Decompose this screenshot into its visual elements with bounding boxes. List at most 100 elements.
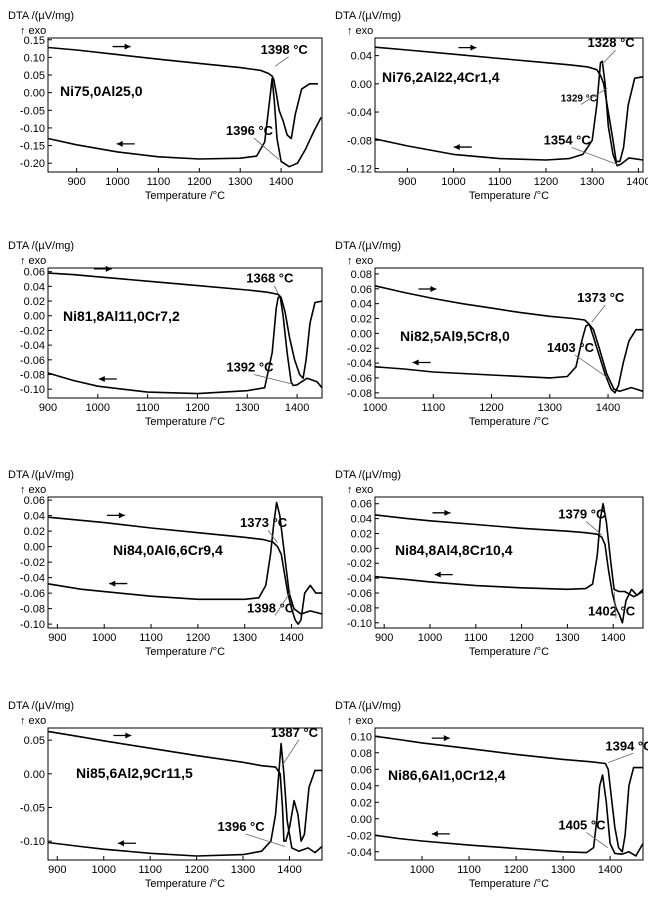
- arrow-head-right-icon: [470, 44, 477, 51]
- leader-line: [274, 591, 291, 616]
- leader-line: [571, 147, 618, 165]
- x-tick-label: 1100: [136, 402, 160, 414]
- dta-curve-cooling: [374, 502, 644, 598]
- arrow-head-right-icon: [118, 512, 125, 519]
- x-tick-label: 1300: [235, 402, 259, 414]
- composition-label: Ni81,8Al11,0Cr7,2: [63, 308, 180, 324]
- x-tick-label: 900: [67, 176, 85, 188]
- x-tick-label: 1300: [538, 402, 562, 414]
- x-tick-label: 1400: [269, 176, 293, 188]
- x-axis-label: Temperature /°C: [145, 878, 225, 890]
- x-tick-label: 1400: [285, 402, 309, 414]
- peak-temperature-label: 1398 °C: [247, 600, 295, 615]
- y-tick-label: -0.02: [20, 557, 45, 569]
- y-tick-label: -0.08: [347, 388, 372, 400]
- y-tick-label: -0.10: [20, 123, 45, 135]
- y-tick-label: -0.10: [347, 618, 372, 630]
- arrow-head-right-icon: [443, 735, 450, 742]
- x-tick-label: 1200: [479, 402, 503, 414]
- leader-line: [267, 529, 278, 543]
- exo-label: ↑ exo: [347, 484, 373, 496]
- x-tick-label: 1200: [509, 632, 533, 644]
- x-tick-label: 1000: [91, 864, 115, 876]
- x-tick-label: 900: [39, 402, 57, 414]
- y-tick-label: 0.06: [351, 764, 372, 776]
- leader-line: [245, 833, 285, 847]
- x-tick-label: 1400: [277, 864, 301, 876]
- dta-curve-heating: [374, 285, 643, 394]
- leader-line: [574, 354, 609, 379]
- peak-temperature-label: 1394 °C: [605, 738, 648, 753]
- y-tick-label: 0.02: [24, 296, 45, 308]
- x-tick-label: 1000: [363, 402, 387, 414]
- y-tick-label: -0.10: [20, 619, 45, 631]
- leader-line: [591, 304, 606, 323]
- x-tick-label: 1200: [534, 176, 558, 188]
- x-tick-label: 1100: [421, 402, 445, 414]
- x-tick-label: 1100: [488, 176, 512, 188]
- y-tick-label: -0.04: [347, 358, 372, 370]
- arrow-head-left-icon: [98, 375, 105, 382]
- y-tick-label: -0.04: [20, 573, 45, 585]
- leader-line: [253, 137, 280, 160]
- y-tick-label: -0.04: [20, 340, 45, 352]
- peak-temperature-label: 1373 °C: [577, 290, 625, 305]
- arrow-head-right-icon: [105, 265, 112, 272]
- dta-curve-heating: [374, 514, 644, 624]
- x-tick-label: 1100: [138, 864, 162, 876]
- arrow-head-left-icon: [117, 840, 124, 847]
- y-tick-label: 0.00: [24, 542, 45, 554]
- y-tick-label: -0.04: [347, 107, 372, 119]
- composition-label: Ni84,8Al4,8Cr10,4: [395, 542, 513, 558]
- leader-line: [585, 521, 603, 536]
- y-tick-label: -0.10: [20, 384, 45, 396]
- peak-temperature-label: 1373 °C: [240, 515, 288, 530]
- exo-label: ↑ exo: [347, 25, 373, 37]
- dta-panel-2: DTA /(µV/mg) ↑ exo 0.04 0.00 -0.04 -0.08 -0.12…: [335, 10, 648, 202]
- x-tick-label: 1000: [418, 632, 442, 644]
- y-tick-label: 0.02: [351, 528, 372, 540]
- x-tick-label: 1300: [551, 864, 575, 876]
- dta-curve-heating: [47, 46, 318, 140]
- exo-label: ↑ exo: [20, 255, 46, 267]
- y-tick-label: -0.05: [20, 105, 45, 117]
- y-tick-label: 0.04: [351, 514, 372, 526]
- x-tick-label: 1300: [232, 632, 256, 644]
- arrow-head-right-icon: [444, 509, 451, 516]
- x-tick-label: 1000: [441, 176, 465, 188]
- y-tick-label: -0.06: [20, 588, 45, 600]
- peak-temperature-label: 1354 °C: [544, 132, 592, 147]
- y-axis-label: DTA /(µV/mg): [335, 10, 401, 22]
- dta-panel-6: DTA /(µV/mg) ↑ exo 0.06 0.04 0.02 0.00 -0.02 -0…: [335, 469, 644, 658]
- arrow-head-left-icon: [434, 571, 441, 578]
- y-tick-label: 0.00: [351, 328, 372, 340]
- x-tick-label: 1300: [228, 176, 252, 188]
- arrow-head-right-icon: [124, 43, 131, 50]
- dta-curve-heating: [47, 516, 322, 625]
- x-axis-label: Temperature /°C: [145, 416, 225, 428]
- y-tick-label: -0.02: [347, 558, 372, 570]
- x-tick-label: 900: [48, 864, 66, 876]
- y-tick-label: -0.08: [347, 603, 372, 615]
- plot-frame: [374, 496, 644, 629]
- plot-frame: [47, 727, 323, 861]
- dta-curve-heating: [47, 730, 322, 842]
- leader-line: [586, 832, 608, 848]
- y-axis-label: DTA /(µV/mg): [335, 700, 401, 712]
- peak-temperature-label: 1398 °C: [261, 42, 309, 57]
- arrow-head-left-icon: [109, 580, 116, 587]
- x-tick-label: 1200: [504, 864, 528, 876]
- leader-line: [602, 49, 616, 65]
- y-tick-label: -0.02: [347, 343, 372, 355]
- peak-temperature-label: 1387 °C: [271, 725, 319, 740]
- composition-label: Ni84,0Al6,6Cr9,4: [113, 542, 223, 558]
- y-tick-label: 0.00: [351, 814, 372, 826]
- y-tick-label: -0.08: [347, 135, 372, 147]
- y-tick-label: -0.10: [20, 836, 45, 848]
- peak-temperature-label: 1396 °C: [218, 819, 266, 834]
- arrow-head-right-icon: [430, 285, 437, 292]
- x-axis-label: Temperature /°C: [469, 190, 549, 202]
- peak-temperature-label: 1403 °C: [547, 340, 595, 355]
- exo-label: ↑ exo: [347, 715, 373, 727]
